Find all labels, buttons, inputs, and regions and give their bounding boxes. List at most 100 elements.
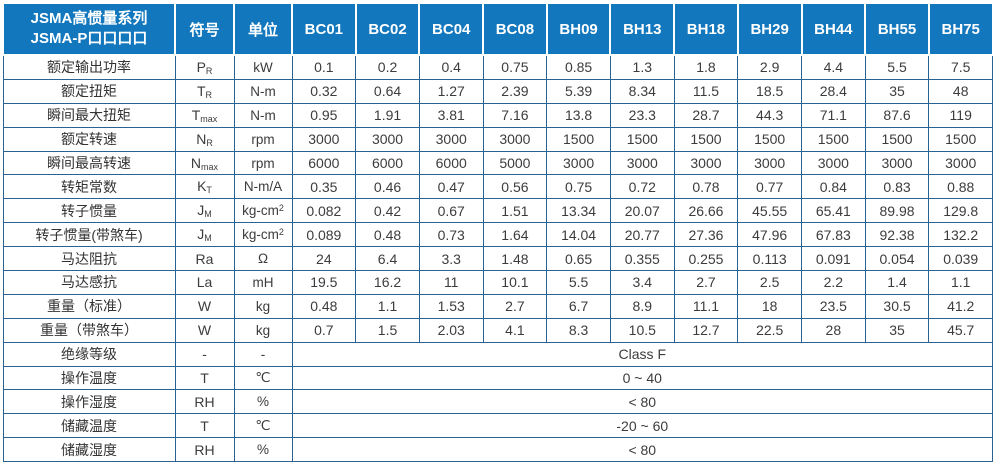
value-cell: 1.3 (609, 54, 675, 80)
table-row: 瞬间最大扭矩 Tmax N-m 0.95 1.91 3.81 7.16 13.8 23.3 28.… (2, 102, 994, 128)
value-cell: 0.46 (355, 174, 420, 200)
value-cell: 3000 (928, 150, 994, 176)
value-cell: 13.8 (546, 102, 611, 128)
value-cell: 89.98 (864, 198, 930, 224)
value-cell: 8.34 (609, 78, 675, 104)
value-cell: 0.355 (609, 246, 675, 272)
unit-column-header: 单位 (233, 2, 293, 56)
value-cell: 5.39 (546, 78, 611, 104)
row-label: 瞬间最高转速 (2, 150, 176, 176)
value-cell: 6000 (418, 150, 484, 176)
table-header: JSMA高惯量系列 JSMA-P口口口口 符号 单位 BC01 BC02 BC04 B… (2, 2, 994, 56)
symbol-cell: Tmax (174, 102, 235, 128)
row-label: 重量（带煞车） (2, 317, 176, 343)
symbol-cell: T (174, 413, 235, 439)
value-cell: 10.5 (609, 317, 675, 343)
value-cell: 67.83 (801, 222, 866, 248)
model-column-header: BC04 (418, 2, 485, 56)
model-column-header: BH13 (609, 2, 676, 56)
symbol-cell: KT (174, 174, 235, 200)
value-cell: 132.2 (928, 222, 994, 248)
table-row: 瞬间最高转速 Nmax rpm 6000 6000 6000 5000 3000 3000 300… (2, 150, 994, 176)
unit-cell: Ω (233, 246, 293, 272)
value-cell: 129.8 (928, 198, 994, 224)
value-cell: 0.255 (673, 246, 739, 272)
value-cell: 44.3 (737, 102, 802, 128)
table-row: 转子惯量 JM kg-cm2 0.082 0.42 0.67 1.51 13.34 20.07 2… (2, 198, 994, 224)
value-cell: 3.4 (609, 270, 675, 295)
value-cell: 1500 (737, 126, 802, 152)
value-cell: 4.1 (482, 317, 548, 343)
value-cell: 11.5 (673, 78, 739, 104)
row-label: 额定输出功率 (2, 54, 176, 80)
unit-cell: N-m/A (233, 174, 293, 200)
value-cell: 1500 (546, 126, 611, 152)
series-title-line1: JSMA高惯量系列 (30, 9, 148, 27)
value-cell: 0.65 (546, 246, 611, 272)
value-cell: 6.4 (355, 246, 420, 272)
symbol-cell: Ra (174, 246, 235, 272)
model-column-header: BH29 (736, 2, 803, 56)
value-cell: 0.75 (482, 54, 548, 80)
symbol-cell: RH (174, 389, 235, 415)
value-cell: 1.53 (418, 293, 484, 319)
unit-cell: N-m (233, 102, 293, 128)
row-label: 绝缘等级 (2, 341, 176, 367)
value-cell: 28.7 (673, 102, 739, 128)
model-column-header: BH09 (545, 2, 612, 56)
value-cell: 11 (418, 270, 484, 295)
row-label: 额定转速 (2, 126, 176, 152)
value-cell: 22.5 (737, 317, 802, 343)
value-cell: 4.4 (801, 54, 866, 80)
unit-cell: % (233, 437, 293, 463)
value-cell: 5.5 (864, 54, 930, 80)
value-cell: 92.38 (864, 222, 930, 248)
value-cell: 2.9 (737, 54, 802, 80)
table-row: 马达阻抗 Ra Ω 24 6.4 3.3 1.48 0.65 0.355 0.255 0.113 0.… (2, 246, 994, 272)
value-cell: 0.32 (291, 78, 357, 104)
span-value-cell: -20 ~ 60 (291, 413, 994, 439)
row-label: 转矩常数 (2, 174, 176, 200)
value-cell: 0.039 (928, 246, 994, 272)
value-cell: 0.089 (291, 222, 357, 248)
row-label: 马达阻抗 (2, 246, 176, 272)
value-cell: 1500 (928, 126, 994, 152)
value-cell: 35 (864, 78, 930, 104)
value-cell: 18 (737, 293, 802, 319)
series-title-line2: JSMA-P口口口口 (30, 30, 148, 47)
value-cell: 27.36 (673, 222, 739, 248)
value-cell: 1.91 (355, 102, 420, 128)
value-cell: 5000 (482, 150, 548, 176)
row-label: 额定扭矩 (2, 78, 176, 104)
row-label: 操作湿度 (2, 389, 176, 415)
value-cell: 0.84 (801, 174, 866, 200)
value-cell: 47.96 (737, 222, 802, 248)
value-cell: 1.48 (482, 246, 548, 272)
table-row: 额定扭矩 TR N-m 0.32 0.64 1.27 2.39 5.39 8.34 11.5 18.… (2, 78, 994, 104)
value-cell: 7.16 (482, 102, 548, 128)
model-column-header: BC01 (291, 2, 357, 56)
table-row: 额定输出功率 PR kW 0.1 0.2 0.4 0.75 0.85 1.3 1.8 2.9 4.4 5… (2, 54, 994, 80)
row-label: 转子惯量 (2, 198, 176, 224)
value-cell: 0.56 (482, 174, 548, 200)
unit-cell: kg (233, 293, 293, 319)
value-cell: 8.9 (609, 293, 675, 319)
row-label: 重量（标准） (2, 293, 176, 319)
row-label: 瞬间最大扭矩 (2, 102, 176, 128)
value-cell: 0.95 (291, 102, 357, 128)
row-label: 转子惯量(带煞车) (2, 222, 176, 248)
unit-cell: % (233, 389, 293, 415)
value-cell: 2.5 (737, 270, 802, 295)
table-row: 储藏湿度 RH% < 80 (2, 437, 994, 463)
value-cell: 18.5 (737, 78, 802, 104)
value-cell: 1.5 (355, 317, 420, 343)
symbol-column-header: 符号 (174, 2, 235, 56)
value-cell: 19.5 (291, 270, 357, 295)
value-cell: 3000 (673, 150, 739, 176)
value-cell: 0.72 (609, 174, 675, 200)
value-cell: 119 (928, 102, 994, 128)
unit-cell: mH (233, 270, 293, 295)
model-column-header: BH18 (673, 2, 739, 56)
